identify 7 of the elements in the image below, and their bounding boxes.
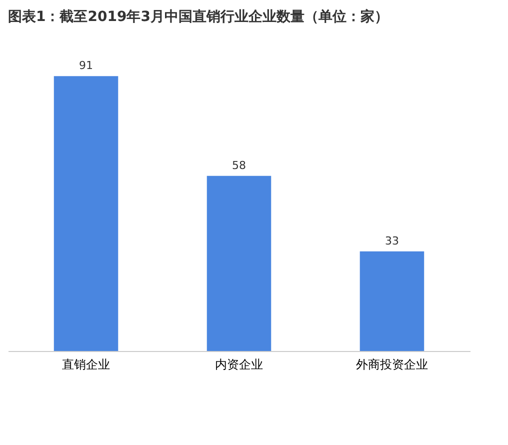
data-label: 58 — [232, 158, 246, 172]
x-tick-label: 外商投资企业 — [356, 358, 428, 372]
x-tick-label: 直销企业 — [62, 358, 110, 372]
data-label: 33 — [384, 234, 399, 248]
x-tick-label: 内资企业 — [215, 358, 263, 372]
data-label: 91 — [79, 59, 94, 72]
chart-title: 图表1：截至2019年3月中国直销行业企业数量（单位：家） — [8, 8, 388, 25]
